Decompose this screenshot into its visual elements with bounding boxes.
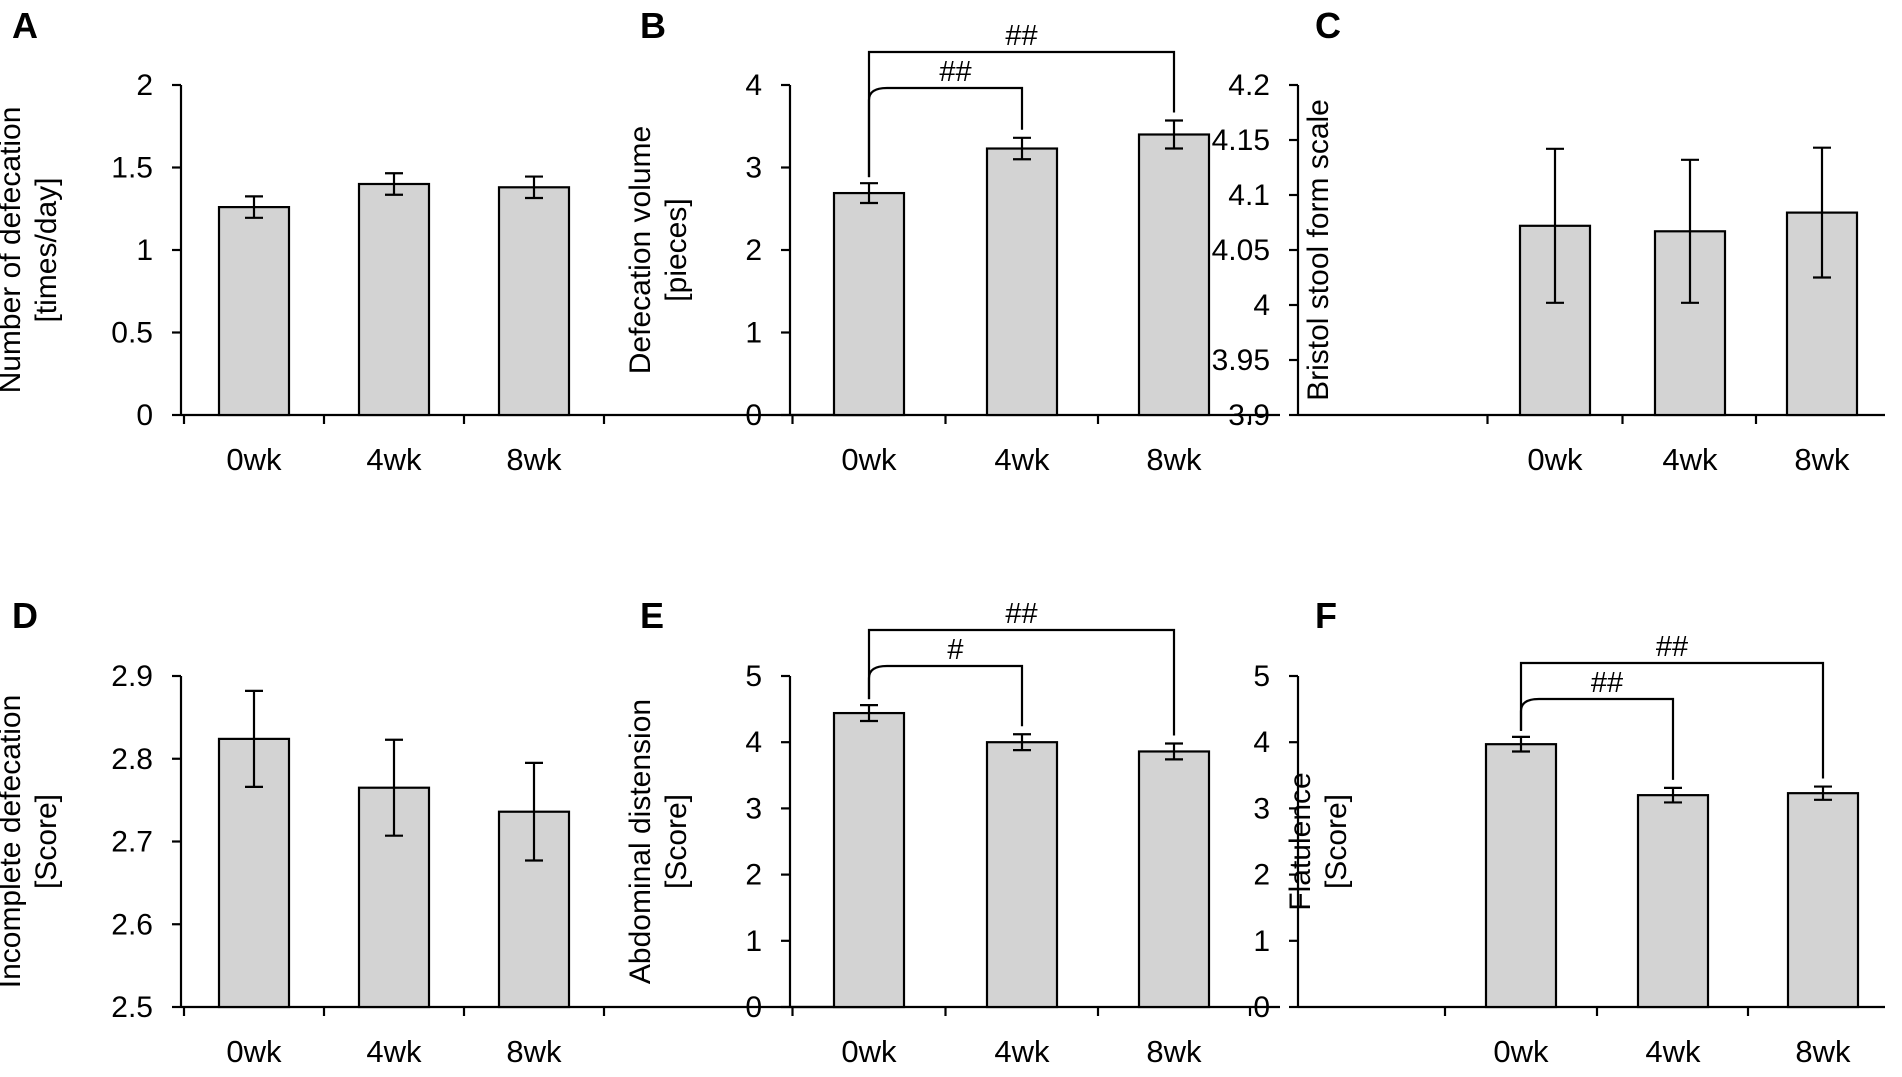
- y-tick-label: 2: [745, 234, 762, 267]
- y-tick-label: 2.5: [111, 991, 153, 1024]
- y-tick-label: 1: [136, 234, 153, 267]
- y-axis-title: Bristol stool form scale: [1302, 99, 1335, 401]
- y-tick-label: 4: [1253, 726, 1270, 759]
- y-tick-label: 4: [1253, 289, 1270, 322]
- x-category-label: 8wk: [1146, 442, 1202, 477]
- y-tick-label: 4: [745, 726, 762, 759]
- bar-0wk: [1484, 743, 1558, 1009]
- x-category-label: 4wk: [994, 442, 1050, 477]
- y-tick-label: 2.8: [111, 743, 153, 776]
- y-tick-label: 3: [745, 792, 762, 825]
- y-tick-label: 1: [745, 925, 762, 958]
- bar-4wk: [985, 741, 1059, 1009]
- y-tick-label: 5: [1253, 660, 1270, 693]
- significance-label: ##: [939, 56, 971, 88]
- y-tick-label: 3: [1253, 792, 1270, 825]
- x-category-label: 8wk: [1146, 1034, 1202, 1069]
- y-tick-label: 2.7: [111, 826, 153, 859]
- panel-b: B 0 1 2 3 4 0wk 4wk 8wk Defecation volume [pieces]…: [624, 5, 1280, 477]
- y-tick-label: 2: [1253, 859, 1270, 892]
- significance-label: ##: [1656, 631, 1688, 663]
- y-tick-label: 1: [1253, 925, 1270, 958]
- x-category-label: 4wk: [1645, 1034, 1701, 1069]
- significance-bracket: [1519, 661, 1825, 779]
- panel-f: F 0 1 2 3 4 5 0wk 4wk 8wk Flatulence [Score] ## ##: [1253, 595, 1885, 1069]
- panel-d: D 2.5 2.6 2.7 2.8 2.9 0wk 4wk 8wk Incomplete defe…: [0, 595, 890, 1069]
- panel-c: C 3.9 3.95 4 4.05 4.1 4.15 4.2 0wk 4wk 8wk Bristol …: [1212, 5, 1885, 477]
- panel-e: E 0 1 2 3 4 5 0wk 4wk 8wk Abdominal distension [Sco…: [624, 595, 1280, 1069]
- x-category-label: 0wk: [1493, 1034, 1549, 1069]
- y-axis-title: [Score]: [1320, 794, 1353, 889]
- x-category-label: 4wk: [366, 442, 422, 477]
- x-category-label: 8wk: [506, 442, 562, 477]
- x-category-label: 0wk: [226, 1034, 282, 1069]
- panel-letter: D: [12, 595, 38, 636]
- x-category-label: 8wk: [506, 1034, 562, 1069]
- panel-letter: A: [12, 5, 38, 46]
- x-category-label: 4wk: [994, 1034, 1050, 1069]
- y-tick-label: 0: [136, 399, 153, 432]
- bar-8wk: [1137, 750, 1211, 1009]
- y-tick-label: 2.6: [111, 908, 153, 941]
- x-category-label: 8wk: [1795, 1034, 1851, 1069]
- bar-4wk: [985, 147, 1059, 417]
- bar-8wk: [1786, 792, 1860, 1009]
- y-axis-title: [times/day]: [30, 177, 63, 322]
- panel-letter: F: [1315, 595, 1337, 636]
- y-axis-title: Abdominal distension: [624, 699, 657, 984]
- y-tick-label: 1: [745, 317, 762, 350]
- y-tick-label: 3.9: [1228, 399, 1270, 432]
- bar-4wk: [1636, 794, 1710, 1009]
- y-axis-title: Flatulence: [1284, 772, 1317, 910]
- y-tick-label: 4.15: [1212, 124, 1270, 157]
- y-tick-label: 0.5: [111, 317, 153, 350]
- bar-4wk: [357, 182, 431, 417]
- bar-8wk: [497, 186, 571, 417]
- y-axis-title: Defecation volume: [624, 126, 657, 374]
- panel-letter: C: [1315, 5, 1341, 46]
- significance-label: ##: [1591, 667, 1623, 699]
- bar-0wk: [832, 711, 906, 1009]
- significance-label: ##: [1005, 20, 1037, 52]
- bar-0wk: [217, 206, 291, 417]
- y-tick-label: 2: [136, 69, 153, 102]
- x-category-label: 0wk: [226, 442, 282, 477]
- panel-letter: E: [640, 595, 664, 636]
- x-category-label: 0wk: [841, 1034, 897, 1069]
- x-category-label: 0wk: [1527, 442, 1583, 477]
- bar-0wk: [832, 191, 906, 417]
- y-tick-label: 2: [745, 859, 762, 892]
- bar-8wk: [497, 810, 571, 1009]
- y-tick-label: 4: [745, 69, 762, 102]
- y-tick-label: 4.2: [1228, 69, 1270, 102]
- y-axis-title: [Score]: [660, 794, 693, 889]
- y-tick-label: 5: [745, 660, 762, 693]
- y-tick-label: 0: [745, 399, 762, 432]
- x-category-label: 8wk: [1794, 442, 1850, 477]
- y-axis-title: Incomplete defecation: [0, 695, 27, 989]
- bar-8wk: [1137, 133, 1211, 417]
- y-tick-label: 3: [745, 152, 762, 185]
- x-category-label: 4wk: [366, 1034, 422, 1069]
- y-tick-label: 4.1: [1228, 179, 1270, 212]
- y-tick-label: 2.9: [111, 660, 153, 693]
- panel-letter: B: [640, 5, 666, 46]
- x-category-label: 4wk: [1662, 442, 1718, 477]
- y-tick-label: 4.05: [1212, 234, 1270, 267]
- y-axis-title: [pieces]: [660, 198, 693, 301]
- y-tick-label: 3.95: [1212, 344, 1270, 377]
- significance-label: ##: [1005, 598, 1037, 630]
- y-axis-title: Number of defecation: [0, 107, 27, 394]
- y-tick-label: 0: [745, 991, 762, 1024]
- y-tick-label: 0: [1253, 991, 1270, 1024]
- y-tick-label: 1.5: [111, 152, 153, 185]
- significance-label: #: [947, 634, 963, 666]
- significance-bracket: [867, 628, 1176, 736]
- significance-bracket: [867, 50, 1176, 178]
- y-axis-title: [Score]: [30, 794, 63, 889]
- x-category-label: 0wk: [841, 442, 897, 477]
